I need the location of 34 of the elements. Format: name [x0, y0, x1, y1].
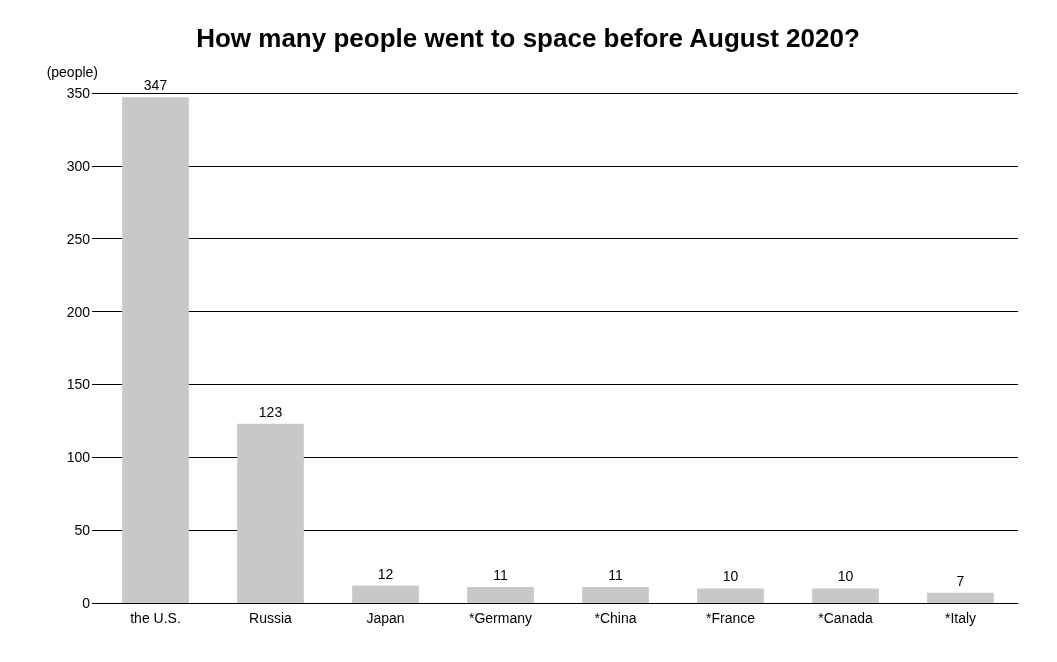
y-tick-label: 150: [66, 376, 91, 393]
y-tick-label: 0: [82, 595, 91, 611]
bar: [467, 586, 534, 603]
data-label: 11: [608, 566, 623, 583]
y-tick-label: 300: [66, 157, 91, 174]
y-axis-title: (people): [46, 64, 98, 80]
y-tick-label: 200: [66, 303, 91, 320]
bar: [352, 585, 419, 603]
x-tick-label: *Germany: [468, 610, 533, 626]
data-label: 347: [143, 77, 168, 94]
data-label: 12: [377, 565, 394, 582]
data-label: 11: [493, 566, 508, 583]
bar: [237, 423, 304, 603]
bar: [697, 588, 764, 603]
data-label: 123: [258, 403, 283, 420]
x-tick-label: Russia: [249, 610, 293, 626]
bar: [927, 592, 994, 603]
y-tick-label: 350: [66, 85, 91, 101]
bar: [812, 588, 879, 603]
bar: [582, 586, 649, 603]
y-tick-label: 50: [74, 522, 91, 539]
x-tick-label: the U.S.: [130, 610, 181, 626]
data-label: 10: [722, 568, 739, 585]
data-label: 7: [956, 572, 965, 589]
chart-title: How many people went to space before August 2020?: [196, 23, 860, 53]
x-tick-label: *Italy: [944, 610, 977, 626]
x-tick-label: *China: [594, 610, 637, 626]
bar: [122, 97, 189, 603]
x-tick-label: Japan: [366, 610, 405, 626]
y-tick-label: 100: [66, 449, 91, 466]
x-tick-label: *Canada: [818, 610, 873, 626]
x-tick-label: *France: [705, 610, 756, 626]
data-label: 10: [837, 568, 854, 585]
y-tick-label: 250: [66, 230, 91, 247]
